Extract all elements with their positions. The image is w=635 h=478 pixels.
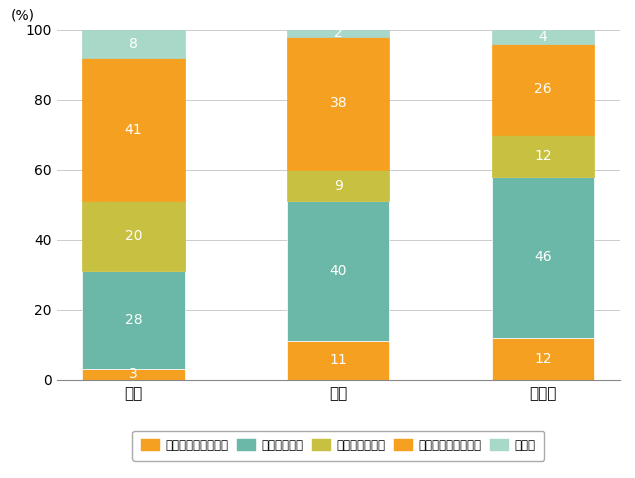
Y-axis label: (%): (%) xyxy=(11,9,35,23)
Text: 4: 4 xyxy=(538,30,547,44)
Text: 12: 12 xyxy=(534,149,552,163)
Text: 20: 20 xyxy=(124,229,142,243)
Text: 41: 41 xyxy=(124,122,142,137)
Text: 26: 26 xyxy=(534,82,552,97)
Bar xyxy=(492,338,594,380)
Bar xyxy=(82,30,185,58)
Bar xyxy=(492,177,594,338)
Bar xyxy=(287,170,389,201)
Bar xyxy=(287,30,389,37)
Bar xyxy=(492,135,594,177)
Text: 46: 46 xyxy=(534,250,552,264)
Text: 40: 40 xyxy=(330,264,347,278)
Bar xyxy=(82,201,185,271)
Bar xyxy=(287,201,389,341)
Bar xyxy=(82,369,185,380)
Text: 3: 3 xyxy=(129,368,138,381)
Text: 9: 9 xyxy=(334,179,343,193)
Bar xyxy=(287,37,389,170)
Legend: すでに利用している, 期待している, 期待していない, どちらともいえない, その他: すでに利用している, 期待している, 期待していない, どちらともいえない, そ… xyxy=(133,431,544,461)
Text: 8: 8 xyxy=(129,37,138,51)
Bar xyxy=(82,271,185,369)
Bar xyxy=(492,30,594,44)
Bar xyxy=(287,341,389,380)
Bar xyxy=(492,44,594,135)
Text: 11: 11 xyxy=(330,353,347,368)
Text: 38: 38 xyxy=(330,97,347,110)
Text: 12: 12 xyxy=(534,352,552,366)
Text: 2: 2 xyxy=(334,26,343,40)
Bar xyxy=(82,58,185,201)
Text: 28: 28 xyxy=(124,313,142,327)
